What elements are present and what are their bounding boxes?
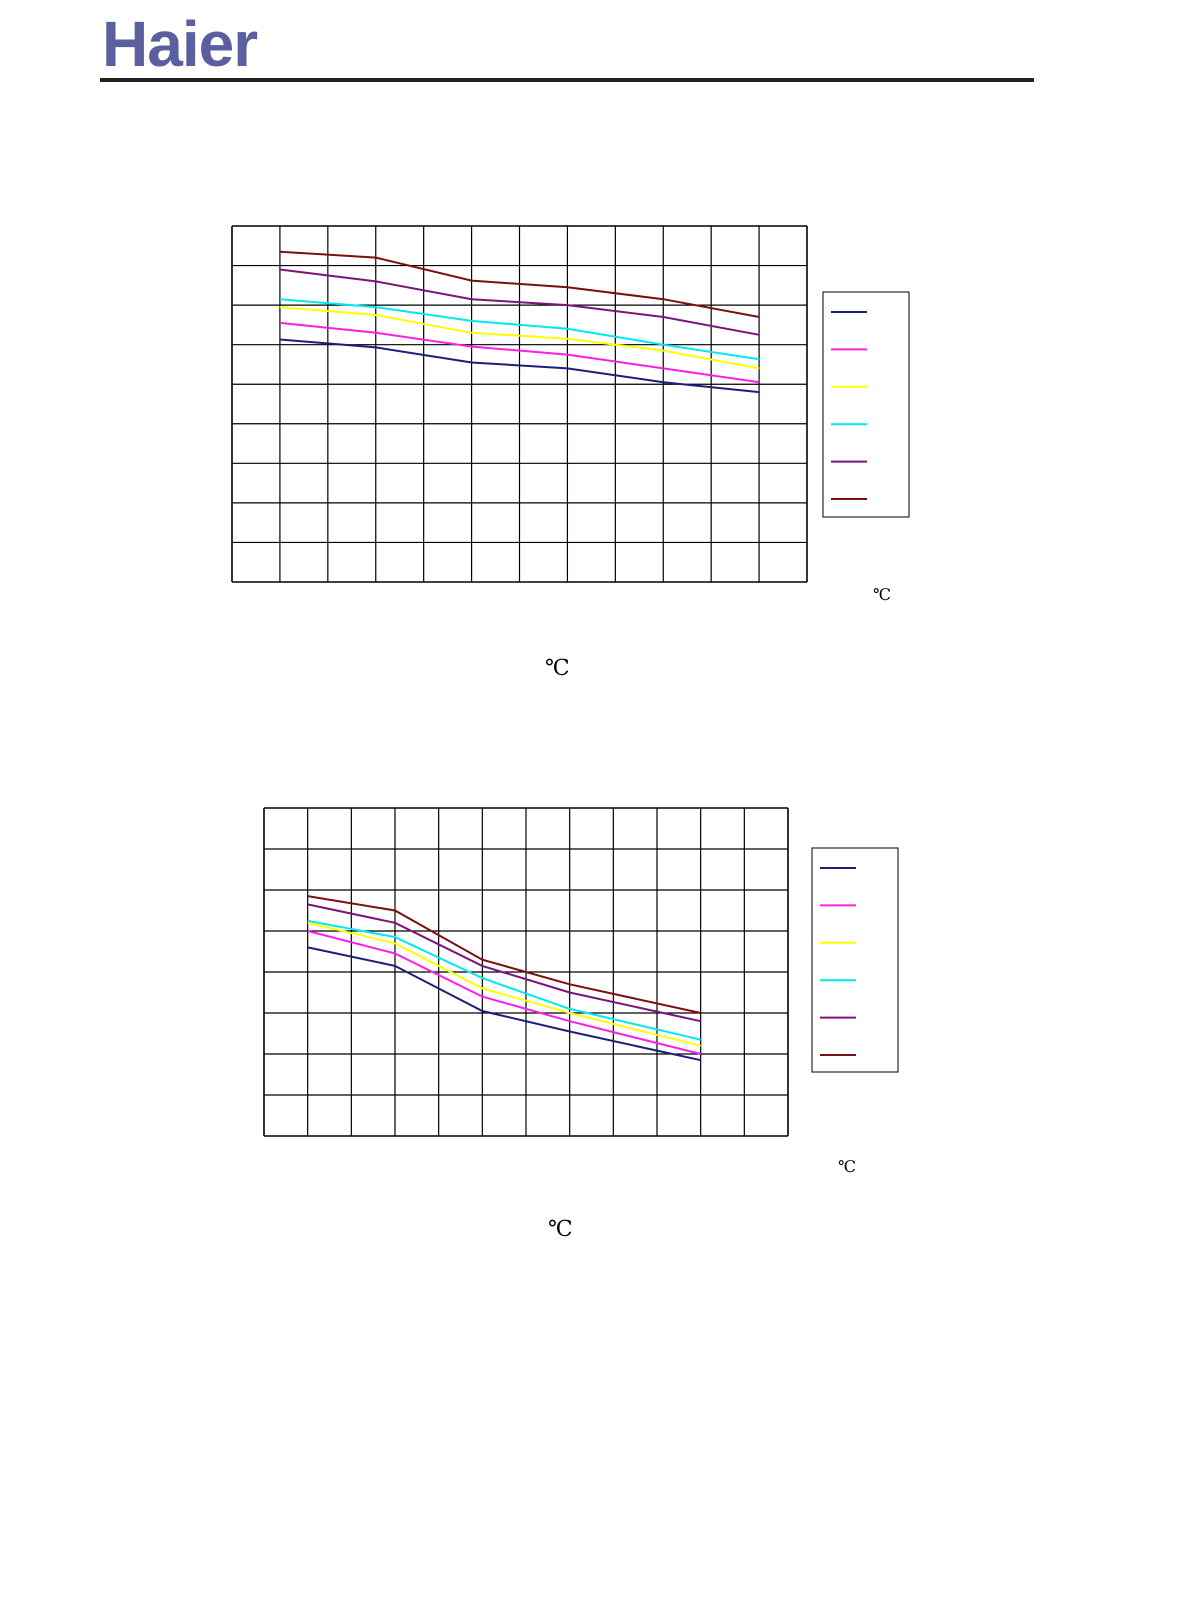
- haier-logo: Haier: [102, 8, 258, 80]
- chart-1-series-line-1: [279, 338, 760, 394]
- chart-1-series-line-5: [279, 268, 760, 336]
- chart-2-legend-box: [811, 847, 899, 1073]
- chart-2-series-line-1: [307, 946, 701, 1062]
- chart-1-xaxis-label: ℃: [545, 655, 570, 680]
- chart-1-legend-box: [822, 291, 910, 518]
- header-rule: [100, 78, 1034, 82]
- chart-2-legend-unit: ℃: [838, 1159, 856, 1176]
- chart-2-series-line-6: [307, 895, 701, 1014]
- chart-1-series-line-6: [279, 250, 760, 318]
- chart-1-grid: [231, 225, 808, 583]
- chart-2-series-line-2: [307, 930, 701, 1055]
- chart-1-series-line-4: [279, 298, 760, 361]
- chart-1: [231, 225, 910, 583]
- chart-2-series-line-4: [307, 919, 701, 1041]
- chart-2-series-line-3: [307, 921, 701, 1047]
- chart-2-xaxis-label: ℃: [548, 1216, 573, 1241]
- chart-1-legend-unit: ℃: [873, 587, 891, 604]
- chart-1-series-line-3: [279, 306, 760, 370]
- chart-1-series-line-2: [279, 321, 760, 384]
- chart-2-series-line-5: [307, 903, 701, 1023]
